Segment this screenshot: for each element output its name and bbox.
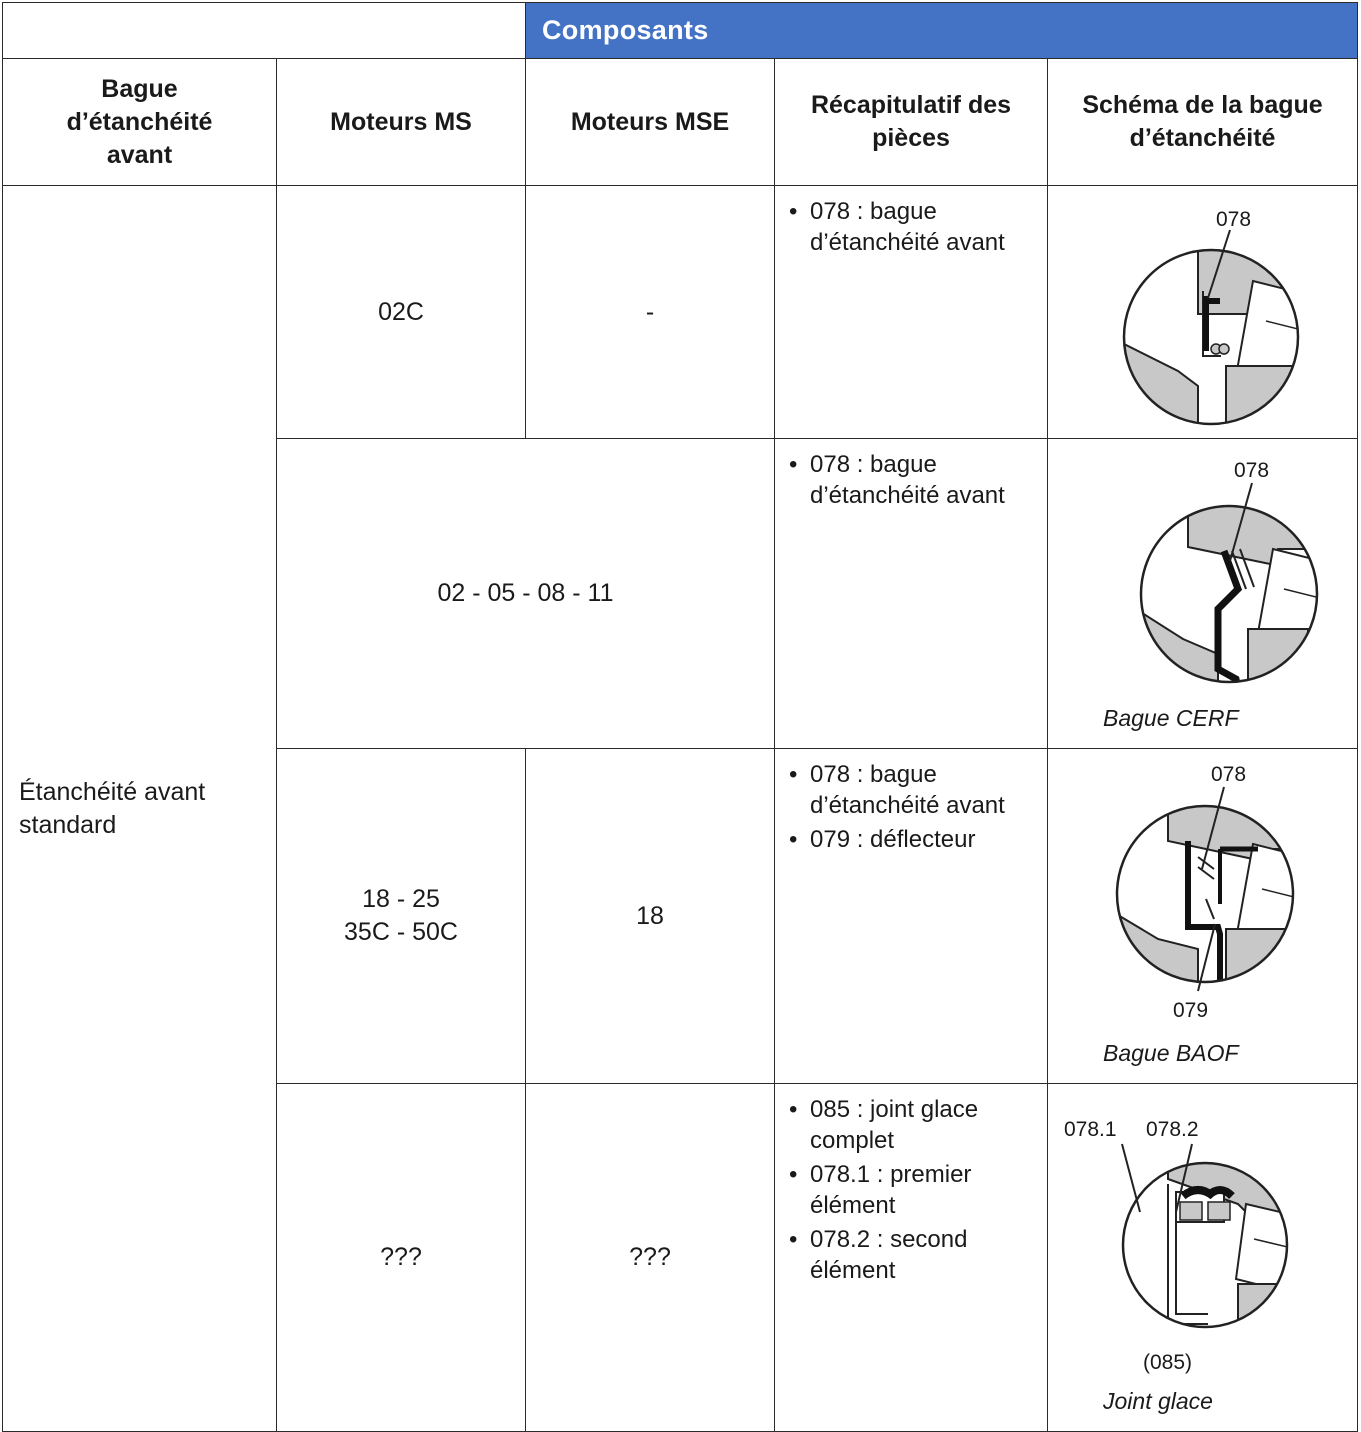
- header-blank-cell: [2, 2, 526, 59]
- diagram-caption: Joint glace: [1102, 1388, 1213, 1414]
- diagram-caption: Bague CERF: [1103, 705, 1240, 731]
- callout-label: 078.2: [1146, 1118, 1199, 1141]
- header-front-seal: Bague d’étanchéité avant: [2, 58, 277, 186]
- callout-label: 078: [1216, 208, 1251, 231]
- callout-label: 078.1: [1064, 1118, 1117, 1141]
- ms-value: 02C: [276, 185, 526, 439]
- ms-value: ???: [276, 1083, 526, 1432]
- part-item: • 085 : joint glace complet: [789, 1096, 979, 1154]
- parts-summary: • 078 : bague d’étanchéité avant • 079 : d…: [774, 748, 1048, 1084]
- seal-diagram: 078 Bague CERF: [1047, 438, 1358, 749]
- diagram-caption: Bague BAOF: [1103, 1040, 1240, 1066]
- front-seal-type-label: Étanchéité avant standard: [2, 185, 277, 1432]
- part-item: • 078 : bague d’étanchéité avant: [789, 451, 1005, 509]
- callout-label: 079: [1173, 999, 1208, 1022]
- callout-label: (085): [1143, 1351, 1192, 1374]
- header-mse-motors: Moteurs MSE: [525, 58, 775, 186]
- callout-label: 078: [1211, 763, 1246, 786]
- seal-schematic-icon: 078: [1122, 208, 1300, 426]
- seal-diagram: 078.1 078.2 (085) Joint glace: [1047, 1083, 1358, 1432]
- mse-value: 18: [525, 748, 775, 1084]
- parts-summary: • 078 : bague d’étanchéité avant: [774, 185, 1048, 439]
- parts-summary: • 078 : bague d’étanchéité avant: [774, 438, 1048, 749]
- part-item: • 078.1 : premier élément: [789, 1161, 972, 1219]
- seal-diagram: 078 079 Bague BAOF: [1047, 748, 1358, 1084]
- parts-summary: • 085 : joint glace complet • 078.1 : prem…: [774, 1083, 1048, 1432]
- ms-mse-merged-value: 02 - 05 - 08 - 11: [276, 438, 775, 749]
- seal-diagram: 078: [1047, 185, 1358, 439]
- part-item: • 078 : bague d’étanchéité avant: [789, 198, 1005, 256]
- part-item: • 078.2 : second élément: [789, 1226, 968, 1284]
- seal-schematic-icon: 078 Bague CERF: [1103, 459, 1319, 731]
- seal-schematic-icon: 078 079 Bague BAOF: [1103, 763, 1295, 1066]
- mse-value: -: [525, 185, 775, 439]
- mse-value: ???: [525, 1083, 775, 1432]
- part-item: • 078 : bague d’étanchéité avant: [789, 761, 1005, 819]
- header-ms-motors: Moteurs MS: [276, 58, 526, 186]
- components-banner: Composants: [525, 2, 1358, 59]
- header-parts-summary: Récapitulatif des pièces: [774, 58, 1048, 186]
- callout-label: 078: [1234, 459, 1269, 482]
- header-seal-diagram: Schéma de la bague d’étanchéité: [1047, 58, 1358, 186]
- ms-value: 18 - 25 35C - 50C: [276, 748, 526, 1084]
- part-item: • 079 : déflecteur: [789, 826, 976, 853]
- seal-schematic-icon: 078.1 078.2 (085) Joint glace: [1064, 1118, 1289, 1414]
